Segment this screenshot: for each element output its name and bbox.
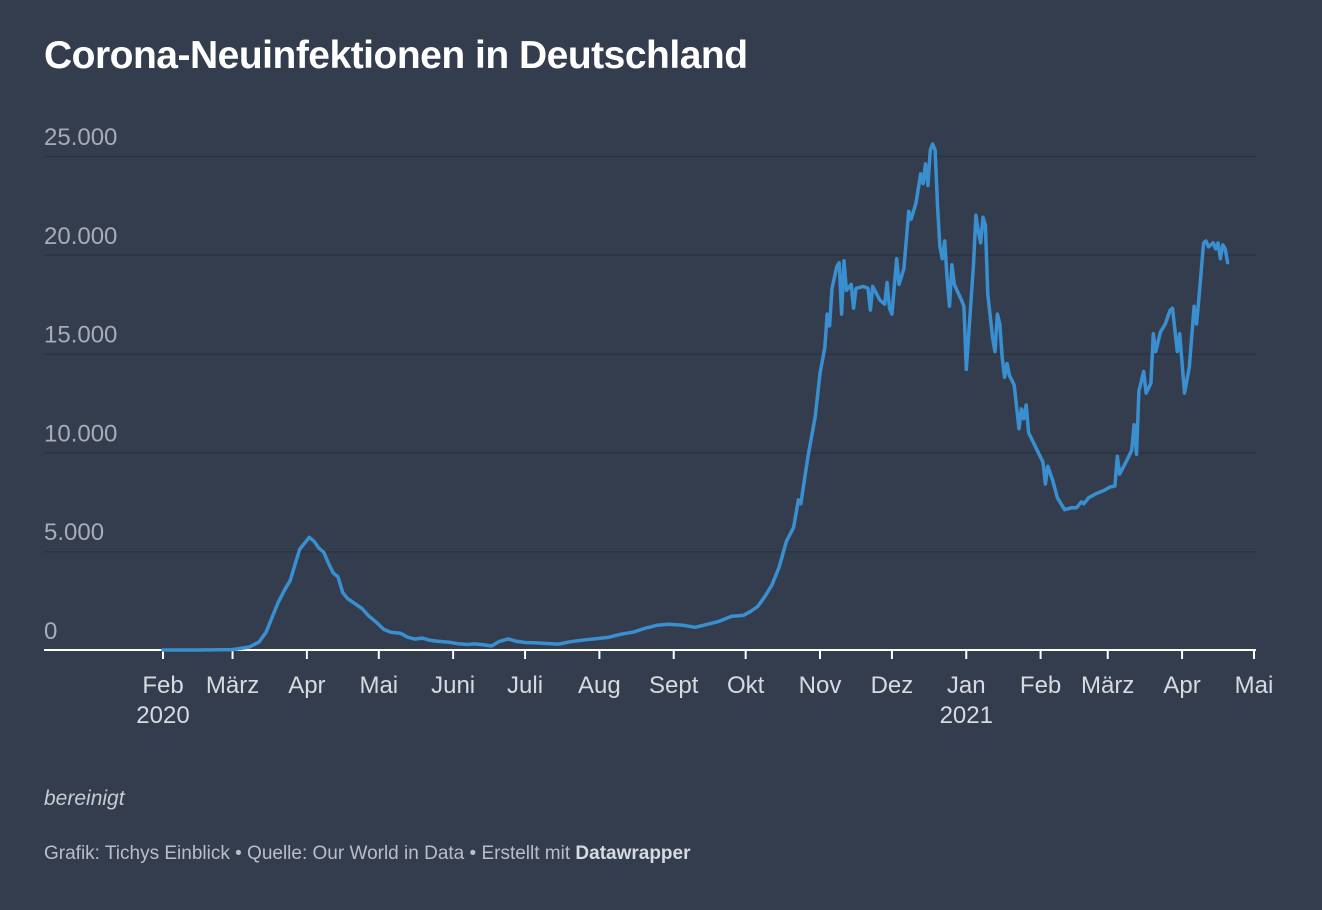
chart-note: bereinigt: [44, 787, 125, 810]
x-tick-label: Feb: [1020, 672, 1061, 699]
y-tick-label: 20.000: [44, 223, 117, 250]
series-group: [161, 142, 1230, 652]
x-tick-label: Okt: [727, 672, 765, 699]
separator: •: [464, 843, 482, 864]
credit-grafik: Grafik: Tichys Einblick: [44, 843, 230, 864]
x-tick-label: Juni: [431, 672, 475, 699]
x-tick-label: Apr: [1163, 672, 1200, 699]
x-tick-label: Apr: [288, 672, 325, 699]
credit-tool-link[interactable]: Datawrapper: [575, 843, 691, 864]
y-tick-label: 5.000: [44, 519, 104, 546]
series-line: [161, 142, 1230, 652]
gridlines: [44, 155, 1256, 553]
x-tick-label: Mai: [1235, 672, 1274, 699]
y-tick-label: 10.000: [44, 420, 117, 447]
x-tick-year-label: 2020: [136, 702, 189, 729]
x-tick-year-label: 2021: [940, 702, 993, 729]
y-axis-ticks: 0 5.000 10.000 15.000 20.000 25.000: [44, 124, 117, 645]
x-tick-label: Mai: [359, 672, 398, 699]
x-tick-label: Aug: [578, 672, 621, 699]
x-tick-label: März: [1081, 672, 1134, 699]
x-tick-label: Feb: [142, 672, 183, 699]
x-axis: Feb 2020 März Apr Mai Juni Juli Aug Sept Okt Nov De…: [44, 649, 1274, 729]
y-tick-label: 25.000: [44, 124, 117, 151]
x-tick-label: Juli: [507, 672, 543, 699]
x-tick-label: Dez: [871, 672, 914, 699]
x-tick-label: März: [206, 672, 259, 699]
credit-created: Erstellt mit: [481, 843, 576, 864]
x-tick-label: Nov: [799, 672, 842, 699]
credit-source: Quelle: Our World in Data: [247, 843, 465, 864]
x-tick-label: Sept: [649, 672, 699, 699]
x-tick-label: Jan: [947, 672, 986, 699]
separator: •: [229, 843, 248, 864]
y-tick-label: 15.000: [44, 322, 117, 349]
y-tick-label: 0: [44, 618, 57, 645]
chart-footer: Grafik: Tichys Einblick • Quelle: Our Wo…: [44, 843, 691, 865]
chart-title: Corona-Neuinfektionen in Deutschland: [44, 34, 748, 77]
